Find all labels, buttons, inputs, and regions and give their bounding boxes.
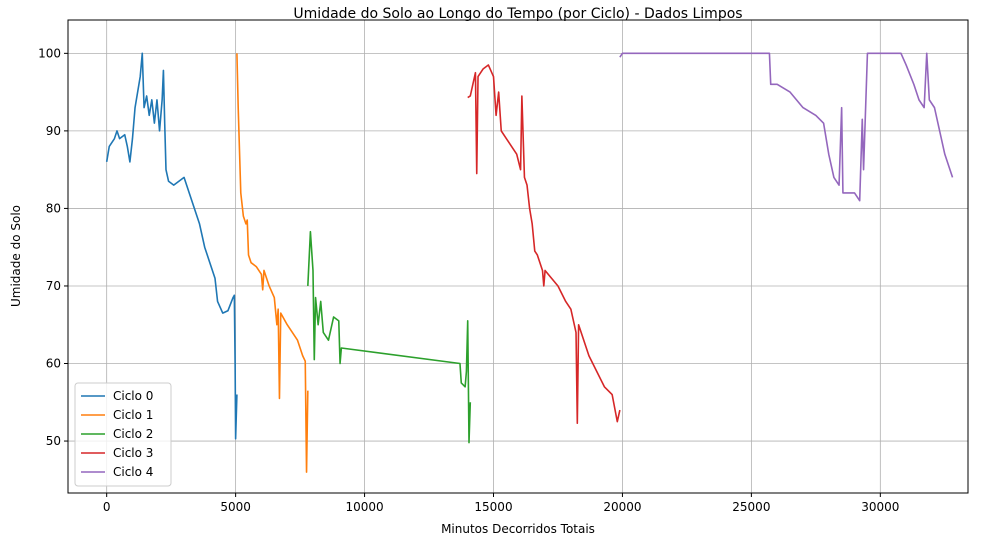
y-tick-label: 100 (38, 46, 61, 60)
y-tick-label: 60 (46, 357, 61, 371)
x-axis-label: Minutos Decorridos Totais (441, 522, 595, 536)
y-tick-label: 80 (46, 201, 61, 215)
legend-label: Ciclo 2 (113, 427, 153, 441)
x-tick-label: 25000 (732, 500, 770, 514)
series-line (467, 64, 621, 425)
x-tick-label: 10000 (345, 500, 383, 514)
x-tick-label: 0 (103, 500, 111, 514)
plot-frame (67, 19, 969, 494)
y-tick-label: 70 (46, 279, 61, 293)
series-line (307, 230, 472, 444)
y-tick-label: 50 (46, 434, 61, 448)
legend-label: Ciclo 4 (113, 465, 153, 479)
y-tick-label: 90 (46, 124, 61, 138)
x-tick-label: 30000 (861, 500, 899, 514)
y-axis-label: Umidade do Solo (9, 205, 23, 307)
x-tick-label: 20000 (603, 500, 641, 514)
chart-title: Umidade do Solo ao Longo do Tempo (por C… (293, 6, 742, 22)
series-line (619, 52, 954, 202)
legend-label: Ciclo 0 (113, 389, 153, 403)
x-tick-label: 5000 (220, 500, 251, 514)
series-line (105, 52, 238, 440)
legend-label: Ciclo 1 (113, 408, 153, 422)
x-tick-label: 15000 (474, 500, 512, 514)
legend-box (74, 382, 172, 487)
legend-label: Ciclo 3 (113, 446, 153, 460)
series-line (236, 53, 309, 473)
